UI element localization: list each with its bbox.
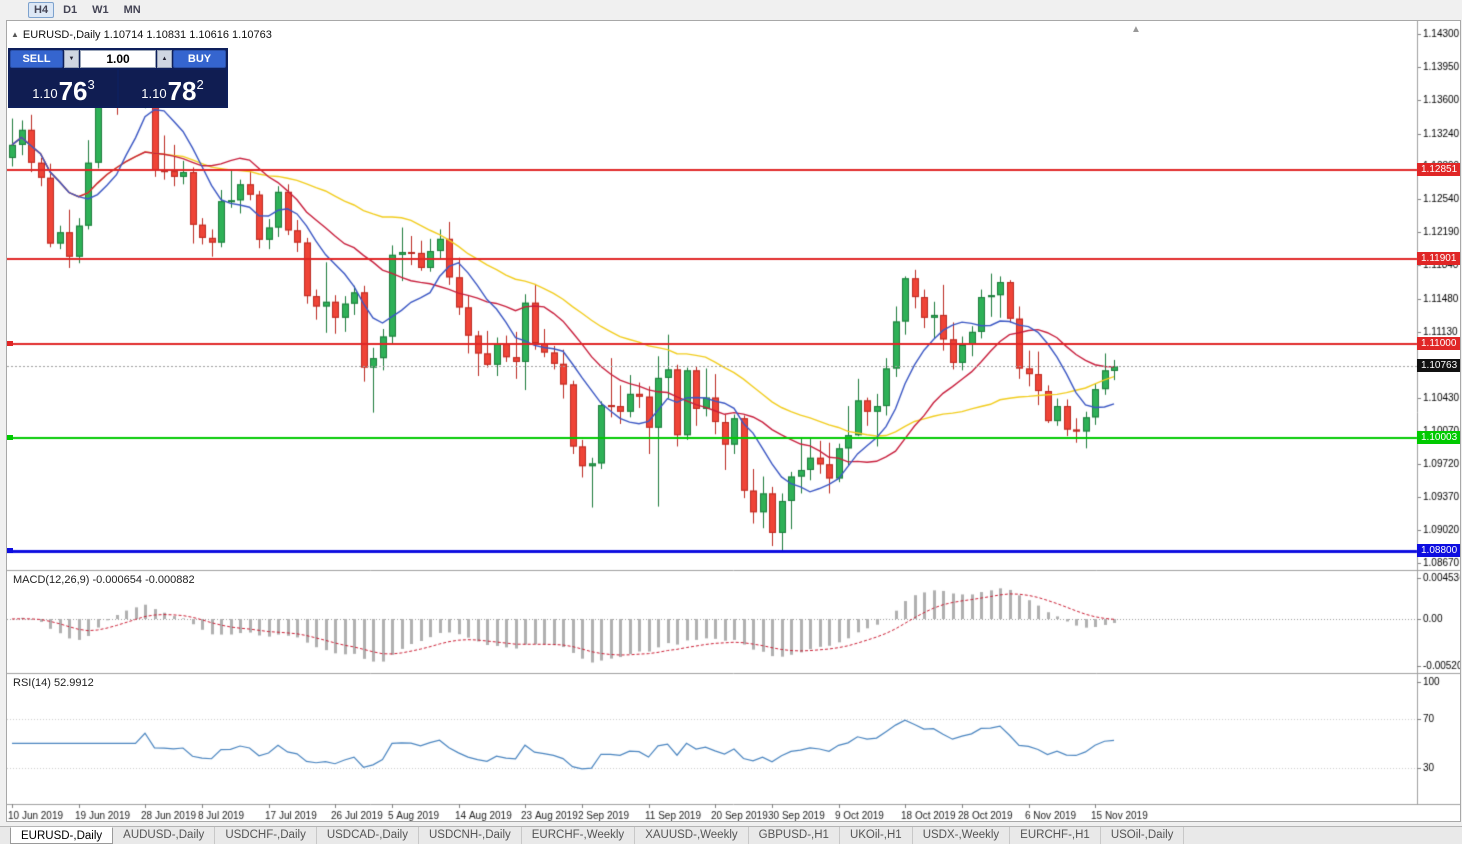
sell-price-base: 1.10 (32, 86, 58, 101)
hline-price-badge: 1.12851 (1417, 163, 1460, 176)
chart-tab-bar: EURUSD-,Daily AUDUSD-,Daily USDCHF-,Daily U… (0, 826, 1462, 844)
price-chart-canvas[interactable] (7, 21, 1460, 821)
sell-price-display[interactable]: 1.10 76 3 (10, 70, 117, 106)
buy-price-base: 1.10 (141, 86, 167, 101)
quote-prices-row: 1.10 76 3 1.10 78 2 (10, 70, 226, 106)
hline-price-badge: 1.10003 (1417, 431, 1460, 444)
volume-up-button[interactable]: ▲ (157, 50, 172, 68)
chart-tab-eurusd-daily[interactable]: EURUSD-,Daily (10, 827, 114, 844)
chart-title-text: EURUSD-,Daily 1.10714 1.10831 1.10616 1.… (22, 29, 272, 41)
timeframe-h4-button[interactable]: H4 (28, 2, 55, 18)
volume-input[interactable] (80, 50, 156, 68)
one-click-trading-panel: SELL ▼ ▲ BUY 1.10 76 3 1.10 78 2 (8, 48, 228, 108)
volume-down-button[interactable]: ▼ (64, 50, 79, 68)
buy-price-pip: 2 (196, 77, 204, 92)
chart-tab-gbpusd-h1[interactable]: GBPUSD-,H1 (749, 827, 840, 844)
chart-tab-xauusd-weekly[interactable]: XAUUSD-,Weekly (635, 827, 749, 844)
chart-tab-usdcad-daily[interactable]: USDCAD-,Daily (317, 827, 419, 844)
hline-price-badge: 1.11000 (1417, 337, 1460, 350)
sell-price-pip: 3 (87, 77, 95, 92)
chart-tab-audusd-daily[interactable]: AUDUSD-,Daily (113, 827, 216, 844)
chevron-down-icon: ▼ (68, 56, 75, 62)
chart-tab-usdchf-daily[interactable]: USDCHF-,Daily (215, 827, 317, 844)
chart-title: ▲ EURUSD-,Daily 1.10714 1.10831 1.10616 1… (11, 29, 272, 41)
chart-tab-eurchf-weekly[interactable]: EURCHF-,Weekly (522, 827, 636, 844)
hline-drag-handle[interactable] (7, 548, 13, 553)
timeframe-toolbar: H4 D1 W1 MN (0, 0, 1462, 20)
trade-controls-row: SELL ▼ ▲ BUY (10, 50, 226, 68)
chart-tab-usdcnh-daily[interactable]: USDCNH-,Daily (419, 827, 522, 844)
chevron-up-icon: ▲ (161, 56, 168, 62)
chart-tab-usdx-weekly[interactable]: USDX-,Weekly (913, 827, 1011, 844)
buy-price-big: 78 (167, 76, 197, 106)
chart-tab-ukoil-h1[interactable]: UKOil-,H1 (840, 827, 913, 844)
timeframe-w1-button[interactable]: W1 (86, 2, 115, 18)
collapse-icon[interactable]: ▲ (11, 30, 19, 39)
chart-tab-usoil-daily[interactable]: USOil-,Daily (1101, 827, 1185, 844)
chart-tab-eurchf-h1[interactable]: EURCHF-,H1 (1010, 827, 1101, 844)
hline-drag-handle[interactable] (7, 435, 13, 440)
rsi-indicator-label: RSI(14) 52.9912 (13, 677, 94, 689)
buy-price-display[interactable]: 1.10 78 2 (119, 70, 226, 106)
sell-price-big: 76 (58, 76, 88, 106)
timeframe-d1-button[interactable]: D1 (57, 2, 83, 18)
macd-indicator-label: MACD(12,26,9) -0.000654 -0.000882 (13, 574, 195, 586)
sell-button[interactable]: SELL (10, 50, 63, 68)
current-price-badge: 1.10763 (1417, 359, 1460, 372)
hline-drag-handle[interactable] (7, 341, 13, 346)
chart-window: ▲ EURUSD-,Daily 1.10714 1.10831 1.10616 1… (6, 20, 1461, 822)
hline-price-badge: 1.08800 (1417, 544, 1460, 557)
chart-shift-icon[interactable]: ▲ (1131, 24, 1141, 35)
timeframe-mn-button[interactable]: MN (118, 2, 147, 18)
hline-price-badge: 1.11901 (1417, 252, 1460, 265)
buy-button[interactable]: BUY (173, 50, 226, 68)
